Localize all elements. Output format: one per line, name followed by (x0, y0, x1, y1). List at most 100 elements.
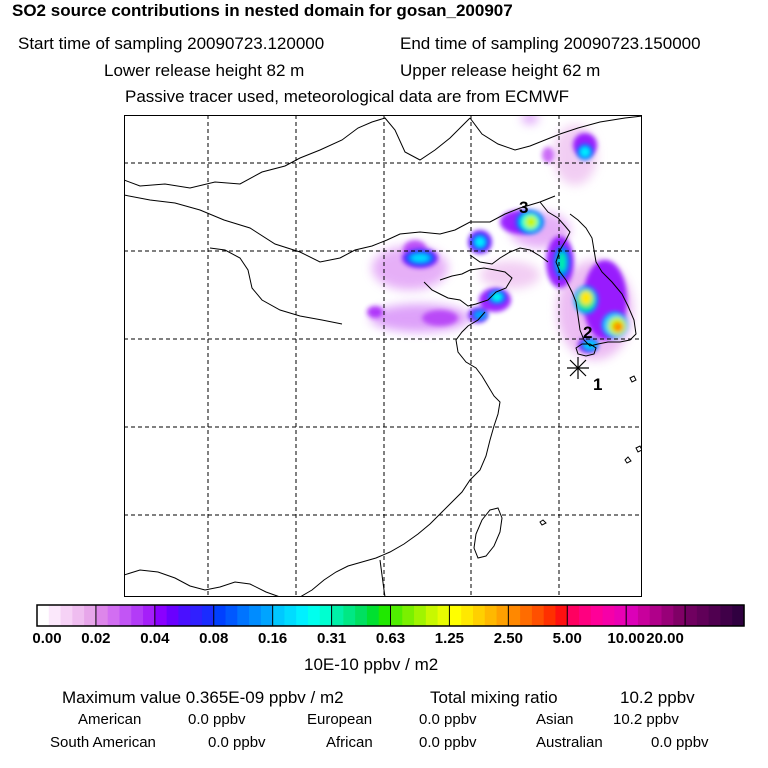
colorbar-swatch (319, 605, 333, 626)
colorbar-tick-label: 20.00 (646, 630, 684, 647)
colorbar-swatch (107, 605, 121, 626)
source-label-2: 2 (583, 323, 592, 342)
colorbar-swatch (308, 605, 321, 626)
total-mixing-value: 10.2 ppbv (620, 688, 695, 707)
colorbar-swatch (685, 605, 698, 626)
upper-release-label: Upper release height 62 m (400, 61, 601, 80)
colorbar-swatch (543, 605, 557, 626)
region-american-name: American (78, 711, 142, 728)
colorbar-swatch (143, 605, 156, 626)
colorbar (36, 604, 745, 627)
colorbar-swatch (520, 605, 533, 626)
colorbar-frame (36, 604, 745, 627)
colorbar-swatch (661, 605, 674, 626)
colorbar-swatch (579, 605, 592, 626)
colorbar-tick-label: 1.25 (434, 630, 465, 647)
colorbar-swatch (696, 605, 710, 626)
colorbar-swatch (296, 605, 309, 626)
colorbar-swatch (531, 605, 545, 626)
colorbar-swatch (649, 605, 663, 626)
colorbar-swatch (260, 605, 274, 626)
colorbar-swatch (590, 605, 604, 626)
colorbar-swatch (555, 605, 568, 626)
receptor-star-icon (567, 357, 589, 379)
colorbar-tick-label: 0.16 (258, 630, 288, 647)
colorbar-swatch (673, 605, 686, 626)
colorbar-swatch (378, 605, 392, 626)
coastlines (124, 115, 642, 597)
colorbar-tick-label: 2.50 (493, 630, 523, 647)
colorbar-swatch (237, 605, 250, 626)
colorbar-swatch (272, 605, 286, 626)
colorbar-tick-label: 5.00 (552, 630, 582, 647)
region-american-value: 0.0 ppbv (188, 711, 246, 728)
units-label: 10E-10 ppbv / m2 (304, 655, 439, 674)
colorbar-swatch (213, 605, 227, 626)
start-time-label: Start time of sampling 20090723.120000 (18, 34, 325, 53)
colorbar-tick-label: 0.08 (199, 630, 229, 647)
graticule (124, 115, 642, 597)
region-south-american-value: 0.0 ppbv (208, 734, 266, 751)
colorbar-swatch (637, 605, 651, 626)
colorbar-tick-label: 10.00 (607, 630, 645, 647)
colorbar-swatch (567, 605, 580, 626)
colorbar-swatch (414, 605, 427, 626)
colorbar-swatch (496, 605, 509, 626)
map-panel: 1 2 3 (124, 115, 642, 597)
source-label-3: 3 (519, 198, 528, 217)
colorbar-swatch (708, 605, 722, 626)
region-australian-value: 0.0 ppbv (651, 734, 709, 751)
lower-release-label: Lower release height 82 m (104, 61, 305, 80)
colorbar-tick-label: 0.63 (375, 630, 406, 647)
colorbar-swatch (508, 605, 521, 626)
colorbar-swatch (119, 605, 132, 626)
colorbar-swatch (626, 605, 639, 626)
colorbar-swatch (343, 605, 356, 626)
colorbar-swatch (178, 605, 191, 626)
max-value-label: Maximum value 0.365E-09 ppbv / m2 (62, 688, 344, 707)
colorbar-swatch (72, 605, 85, 626)
region-south-american-name: South American (50, 734, 156, 751)
region-australian-name: Australian (536, 734, 603, 751)
colorbar-tick-label: 0.31 (316, 630, 347, 647)
colorbar-swatch (449, 605, 462, 626)
colorbar-swatch (166, 605, 179, 626)
colorbar-swatch (331, 605, 344, 626)
colorbar-swatch (225, 605, 238, 626)
colorbar-swatch (366, 605, 380, 626)
colorbar-tick-label: 0.02 (81, 630, 111, 647)
colorbar-swatch (602, 605, 615, 626)
colorbar-swatch (249, 605, 262, 626)
colorbar-swatch (437, 605, 451, 626)
colorbar-swatch (84, 605, 97, 626)
source-label-1: 1 (593, 375, 602, 394)
colorbar-swatch (390, 605, 403, 626)
colorbar-swatch (732, 605, 745, 626)
colorbar-swatch (472, 605, 486, 626)
tracer-note: Passive tracer used, meteorological data… (125, 87, 570, 106)
colorbar-swatch (284, 605, 297, 626)
colorbar-swatch (154, 605, 168, 626)
concentration-field (367, 115, 633, 360)
colorbar-tick-label: 0.00 (32, 630, 62, 647)
colorbar-swatch (720, 605, 733, 626)
colorbar-swatch (614, 605, 627, 626)
total-mixing-label: Total mixing ratio (430, 688, 558, 707)
colorbar-swatch (461, 605, 474, 626)
region-african-name: African (326, 734, 373, 751)
colorbar-swatch (60, 605, 73, 626)
map-frame (124, 115, 642, 597)
colorbar-swatch (131, 605, 144, 626)
colorbar-swatch (48, 605, 62, 626)
region-african-value: 0.0 ppbv (419, 734, 477, 751)
colorbar-swatch (201, 605, 215, 626)
colorbar-swatch (484, 605, 498, 626)
plot-title: SO2 source contributions in nested domai… (12, 1, 513, 20)
colorbar-swatch (37, 605, 50, 626)
map-background (124, 115, 642, 597)
region-european-value: 0.0 ppbv (419, 711, 477, 728)
colorbar-swatch (355, 605, 368, 626)
colorbar-swatch (425, 605, 439, 626)
colorbar-tick-label: 0.04 (140, 630, 170, 647)
region-asian-name: Asian (536, 711, 574, 728)
